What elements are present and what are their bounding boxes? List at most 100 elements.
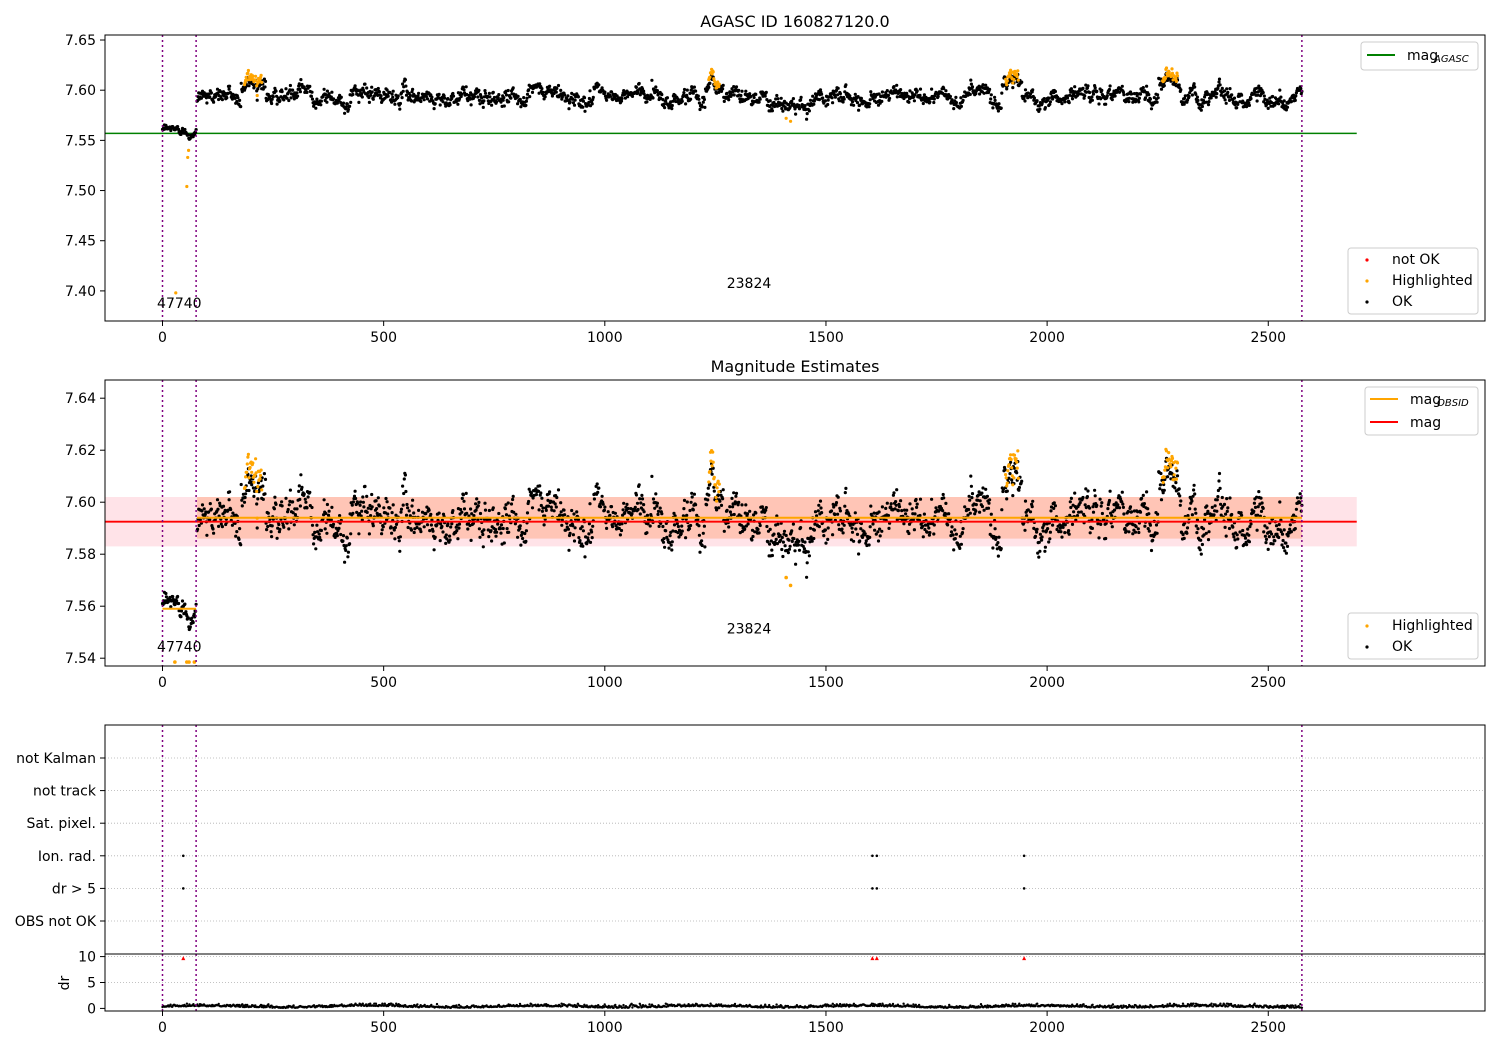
ok-point xyxy=(645,513,650,518)
ok-point xyxy=(566,527,571,531)
ok-point xyxy=(568,100,572,104)
ok-point xyxy=(215,498,220,502)
ok-point xyxy=(1052,501,1056,505)
dr-point xyxy=(270,1004,273,1007)
ok-point xyxy=(779,96,783,100)
ok-point xyxy=(927,533,932,537)
ok-point xyxy=(1178,503,1182,507)
ok-point xyxy=(310,523,315,527)
ok-point xyxy=(1249,522,1253,526)
ok-point xyxy=(1196,527,1200,531)
flag-point xyxy=(181,887,185,890)
ok-point xyxy=(285,96,289,100)
ok-point xyxy=(1277,535,1281,540)
ok-point xyxy=(572,103,577,107)
ok-point xyxy=(1005,87,1009,91)
ok-point xyxy=(556,83,561,88)
ok-point xyxy=(287,527,291,531)
ok-point xyxy=(1077,510,1081,514)
ok-point xyxy=(902,522,906,526)
panel2-title: Magnitude Estimates xyxy=(711,357,880,376)
ok-point xyxy=(407,509,411,513)
ok-point xyxy=(1067,101,1071,105)
ok-point xyxy=(736,503,740,507)
ok-point xyxy=(878,527,882,531)
ok-point xyxy=(918,93,922,97)
ok-point xyxy=(1225,509,1229,513)
ok-point xyxy=(1100,88,1104,92)
ok-point xyxy=(472,514,476,518)
ok-point xyxy=(433,535,437,539)
ok-point xyxy=(721,83,725,87)
ok-point xyxy=(226,508,230,512)
ok-point xyxy=(629,507,633,511)
ok-point xyxy=(1285,544,1290,549)
legend-mag-agasc-subscript: AGASC xyxy=(1433,54,1469,65)
ok-point xyxy=(477,500,481,504)
ok-point xyxy=(256,497,260,501)
ok-point xyxy=(216,507,220,511)
ok-point xyxy=(823,528,828,532)
legend-highlighted-label: Highlighted xyxy=(1392,618,1473,634)
ok-point xyxy=(770,548,774,552)
ok-point xyxy=(597,83,601,87)
ok-point xyxy=(788,105,792,109)
ok-point xyxy=(684,536,688,540)
ok-point xyxy=(1025,514,1029,518)
ok-point xyxy=(692,85,697,89)
ok-point xyxy=(311,533,315,537)
ok-point xyxy=(1121,505,1125,509)
ok-point xyxy=(810,539,814,543)
ok-point xyxy=(690,495,694,499)
ok-point xyxy=(912,99,917,103)
ok-point xyxy=(343,560,347,564)
ok-point xyxy=(1193,507,1197,511)
ok-point xyxy=(1099,504,1103,508)
ok-point xyxy=(245,488,249,493)
ok-point xyxy=(969,484,974,488)
ok-point xyxy=(871,522,875,526)
ok-point xyxy=(510,497,515,502)
ok-point xyxy=(401,503,405,507)
ok-point xyxy=(1188,507,1192,511)
panel1-obsid-label-47740: 47740 xyxy=(157,296,202,312)
highlighted-point xyxy=(186,155,190,160)
ok-point xyxy=(1288,523,1292,527)
highlighted-point xyxy=(255,489,259,493)
ok-point xyxy=(1137,100,1141,104)
ok-point xyxy=(630,512,634,516)
ok-point xyxy=(1240,93,1244,97)
ok-point xyxy=(855,532,860,537)
ok-point xyxy=(211,527,215,531)
ok-point xyxy=(218,501,222,505)
ok-point xyxy=(745,512,750,516)
ok-point xyxy=(217,524,221,529)
ok-point xyxy=(462,507,467,511)
ok-point xyxy=(1149,107,1154,111)
ok-point xyxy=(440,524,444,529)
ok-point xyxy=(848,94,852,98)
ok-point xyxy=(319,103,323,107)
ok-point xyxy=(638,512,642,516)
ok-point xyxy=(472,95,477,99)
legend-not-ok-marker xyxy=(1365,258,1369,262)
ok-point xyxy=(422,525,426,529)
ok-point xyxy=(852,103,856,107)
highlighted-point xyxy=(255,93,259,98)
ok-point xyxy=(365,86,369,90)
ok-point xyxy=(989,97,993,101)
ok-point xyxy=(415,525,419,530)
ok-point xyxy=(876,539,881,543)
ok-point xyxy=(233,521,237,526)
ok-point xyxy=(794,112,798,116)
ok-point xyxy=(985,494,990,498)
ok-point xyxy=(369,93,373,97)
ok-point xyxy=(953,537,957,541)
ok-point xyxy=(1072,510,1076,514)
ok-point xyxy=(229,507,233,512)
ok-point xyxy=(460,510,464,514)
ok-point xyxy=(625,502,629,506)
ok-point xyxy=(591,524,595,528)
ok-point xyxy=(357,100,361,104)
ok-point xyxy=(317,532,321,536)
